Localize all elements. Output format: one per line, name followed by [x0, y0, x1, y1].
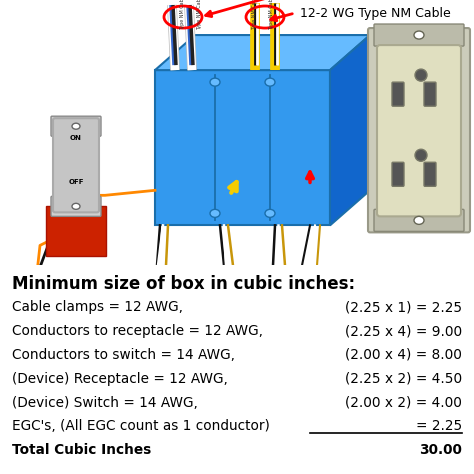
- Ellipse shape: [414, 216, 424, 224]
- Text: Type NM Cable: Type NM Cable: [270, 0, 274, 30]
- FancyBboxPatch shape: [51, 116, 101, 136]
- FancyBboxPatch shape: [374, 210, 464, 231]
- Text: (Device) Receptacle = 12 AWG,: (Device) Receptacle = 12 AWG,: [12, 372, 228, 386]
- FancyBboxPatch shape: [392, 162, 404, 186]
- Ellipse shape: [415, 69, 427, 81]
- Text: (Device) Switch = 14 AWG,: (Device) Switch = 14 AWG,: [12, 395, 198, 410]
- FancyBboxPatch shape: [374, 24, 464, 46]
- Text: Conductors to switch = 14 AWG,: Conductors to switch = 14 AWG,: [12, 348, 235, 362]
- Ellipse shape: [265, 210, 275, 218]
- Text: Type NM Cable: Type NM Cable: [253, 0, 257, 30]
- Text: = 2.25: = 2.25: [416, 419, 462, 433]
- Text: (2.00 x 2) = 4.00: (2.00 x 2) = 4.00: [345, 395, 462, 410]
- Ellipse shape: [210, 210, 220, 218]
- Ellipse shape: [415, 149, 427, 161]
- Text: 12-2 WG Type NM Cable: 12-2 WG Type NM Cable: [300, 7, 451, 19]
- FancyBboxPatch shape: [392, 82, 404, 106]
- FancyBboxPatch shape: [424, 82, 436, 106]
- Ellipse shape: [265, 78, 275, 86]
- FancyBboxPatch shape: [53, 118, 99, 212]
- Text: Type NM Cable: Type NM Cable: [181, 0, 185, 30]
- Text: ON: ON: [70, 135, 82, 141]
- Text: Conductors to receptacle = 12 AWG,: Conductors to receptacle = 12 AWG,: [12, 324, 263, 338]
- Ellipse shape: [414, 31, 424, 39]
- FancyBboxPatch shape: [368, 28, 470, 232]
- Text: (2.25 x 1) = 2.25: (2.25 x 1) = 2.25: [345, 300, 462, 314]
- Polygon shape: [330, 35, 370, 225]
- FancyBboxPatch shape: [377, 45, 461, 216]
- Ellipse shape: [210, 78, 220, 86]
- Text: (2.25 x 4) = 9.00: (2.25 x 4) = 9.00: [345, 324, 462, 338]
- Text: (2.25 x 2) = 4.50: (2.25 x 2) = 4.50: [345, 372, 462, 386]
- Polygon shape: [155, 35, 370, 70]
- Text: Minimum size of box in cubic inches:: Minimum size of box in cubic inches:: [12, 275, 355, 293]
- Text: EGC's, (All EGC count as 1 conductor): EGC's, (All EGC count as 1 conductor): [12, 419, 270, 433]
- Text: Type NM Cable: Type NM Cable: [198, 0, 202, 30]
- FancyBboxPatch shape: [155, 70, 330, 225]
- Text: Total Cubic Inches: Total Cubic Inches: [12, 443, 151, 457]
- Text: 30.00: 30.00: [419, 443, 462, 457]
- Ellipse shape: [72, 123, 80, 129]
- FancyBboxPatch shape: [51, 196, 101, 216]
- Ellipse shape: [72, 203, 80, 210]
- FancyBboxPatch shape: [424, 162, 436, 186]
- Text: (2.00 x 4) = 8.00: (2.00 x 4) = 8.00: [345, 348, 462, 362]
- Text: Cable clamps = 12 AWG,: Cable clamps = 12 AWG,: [12, 300, 183, 314]
- FancyBboxPatch shape: [46, 206, 106, 256]
- Text: OFF: OFF: [68, 179, 84, 185]
